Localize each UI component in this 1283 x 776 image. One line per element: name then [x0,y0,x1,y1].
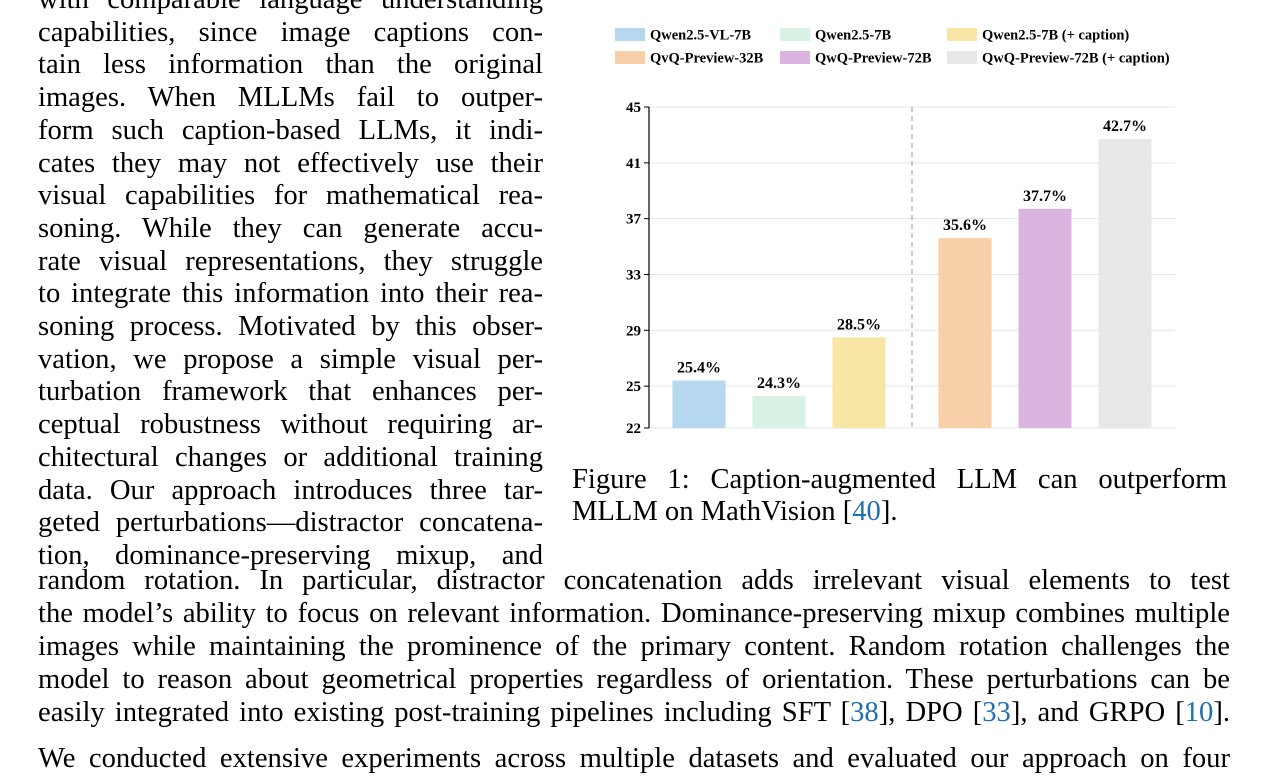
y-tick-label: 41 [626,156,641,172]
text-line: to integrate this information into their… [38,278,543,310]
paragraph-final-line: easily integrated into existing post-tra… [38,697,1230,730]
chart-legend: Qwen2.5-VL-7B Qwen2.5-7B Qwen2.5-7B (+ cap… [615,28,1170,67]
citation-link[interactable]: 40 [852,496,881,527]
figure-caption-line: Figure 1: Caption-augmented LLM can outp… [572,464,1227,495]
text-line: tion, dominance-preserving mixup, and [38,539,543,571]
legend-swatch [615,51,645,64]
text-line: the model’s ability to focus on relevant… [38,598,1230,629]
next-paragraph-line: We conducted extensive experiments acros… [38,743,1230,774]
text-line: vation, we propose a simple visual per- [38,343,543,375]
legend-swatch [947,28,977,41]
bar-value-label: 35.6% [943,217,987,234]
text-line: visual capabilities for mathematical rea… [38,180,543,212]
text-line: images while maintaining the prominence … [38,631,1230,662]
chart-bars: 25.4% 24.3% 28.5% 35.6% 37.7% 42.7% [672,107,1152,428]
bar [752,395,806,428]
text-run: MLLM on MathVision [ [572,496,853,527]
text-line: ceptual robustness without requiring ar- [38,409,543,441]
bar-value-label: 25.4% [677,360,721,377]
text-line: soning. While they can generate accu- [38,212,543,244]
y-tick-label: 29 [626,323,641,339]
bar-chart: Qwen2.5-VL-7B Qwen2.5-7B Qwen2.5-7B (+ cap… [615,28,1175,437]
legend-swatch [947,51,977,64]
text-line: turbation framework that enhances per- [38,376,543,408]
text-run: ]. [880,496,898,527]
text-line: images. When MLLMs fail to outper- [38,82,543,114]
bar-value-label: 28.5% [837,316,881,333]
text-line: soning process. Motivated by this obser- [38,311,543,342]
text-line: model to reason about geometrical proper… [38,664,1230,695]
bar [672,380,726,428]
text-line: geted perturbations—distractor concatena… [38,507,543,539]
text-line: chitectural changes or additional traini… [38,441,543,473]
legend-swatch [615,28,645,41]
bar-value-label: 42.7% [1103,118,1147,135]
citation-link[interactable]: 10 [1184,697,1214,728]
legend-label: Qwen2.5-7B (+ caption) [982,28,1129,44]
text-line: cates they may not effectively use their [38,147,543,179]
legend-label: Qwen2.5-VL-7B [650,28,751,44]
text-line: tain less information than the original [38,49,543,81]
text-line: form such caption-based LLMs, it indi- [38,114,543,146]
citation-link[interactable]: 38 [850,697,879,728]
y-tick-label: 22 [626,421,641,437]
y-tick-label: 45 [626,100,641,116]
y-tick-label: 37 [626,212,642,228]
legend-swatch [780,51,810,64]
bar [1018,208,1072,428]
legend-label: Qwen2.5-7B [815,28,891,44]
bar [832,337,886,428]
y-tick-label: 25 [626,379,641,395]
bar [1098,139,1152,428]
text-line: capabilities, since image captions con- [38,16,543,48]
y-tick-label: 33 [626,267,641,283]
legend-label: QwQ-Preview-72B [815,51,932,67]
citation-link[interactable]: 33 [982,697,1011,728]
bar [938,238,992,428]
text-line: with comparable language understanding [38,0,543,17]
text-line: random rotation. In particular, distract… [38,565,1230,596]
legend-swatch [780,28,810,41]
legend-label: QvQ-Preview-32B [650,51,764,67]
text-run: easily integrated into existing post-tra… [38,697,851,728]
figure-caption-line: MLLM on MathVision [40]. [572,496,1227,529]
bar-value-label: 24.3% [757,375,801,392]
bar-value-label: 37.7% [1023,188,1067,205]
text-run: ]. [1213,697,1231,728]
text-run: ], DPO [ [878,697,983,728]
text-run: ], and GRPO [ [1010,697,1185,728]
paper-page: with comparable language understandingca… [38,0,1230,774]
text-line: data. Our approach introduces three tar- [38,474,543,506]
text-line: rate visual representations, they strugg… [38,245,543,277]
y-axis: 22 25 29 33 37 41 45 [626,100,650,437]
legend-label: QwQ-Preview-72B (+ caption) [982,51,1170,67]
